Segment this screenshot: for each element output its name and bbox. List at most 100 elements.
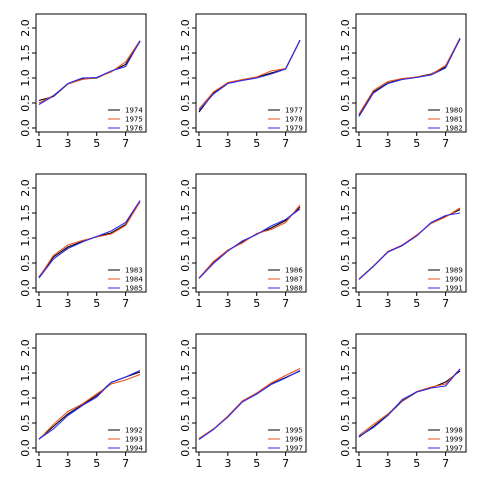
y-tick-label: 1.0 [339, 69, 352, 87]
legend-label: 1996 [285, 436, 303, 444]
plot-frame [195, 173, 307, 293]
y-tick-label: 0.0 [19, 279, 32, 297]
x-tick-label: 5 [253, 457, 260, 470]
y-tick-label: 1.0 [19, 69, 32, 87]
y-tick-label: 0.5 [19, 94, 32, 112]
x-tick-label: 3 [384, 297, 391, 310]
y-tick-label: 0.5 [179, 94, 192, 112]
legend-label: 1992 [125, 427, 143, 435]
x-tick-label: 3 [64, 137, 71, 150]
x-tick-label: 3 [64, 297, 71, 310]
y-tick-label: 0.5 [339, 254, 352, 272]
x-tick-label: 7 [442, 137, 449, 150]
x-tick-label: 7 [122, 297, 129, 310]
x-tick-label: 3 [224, 297, 231, 310]
legend-label: 1990 [445, 276, 463, 284]
x-tick-label: 3 [64, 457, 71, 470]
y-tick-label: 1.5 [339, 364, 352, 382]
x-tick-label: 5 [253, 137, 260, 150]
legend-label: 1995 [285, 427, 303, 435]
legend-label: 1981 [445, 116, 463, 124]
plot-frame [355, 13, 467, 133]
y-tick-label: 1.5 [19, 364, 32, 382]
x-tick-label: 7 [282, 137, 289, 150]
y-tick-label: 1.0 [19, 229, 32, 247]
legend-label: 1989 [445, 267, 463, 275]
legend-label: 1978 [285, 116, 303, 124]
x-tick-label: 5 [253, 297, 260, 310]
x-tick-label: 1 [36, 137, 43, 150]
legend-label: 1976 [125, 125, 143, 133]
x-tick-label: 5 [413, 297, 420, 310]
y-tick-label: 1.5 [19, 44, 32, 62]
y-tick-label: 1.0 [179, 389, 192, 407]
x-tick-label: 7 [122, 457, 129, 470]
x-tick-label: 7 [282, 297, 289, 310]
series-line-1 [38, 41, 141, 102]
legend-label: 1974 [125, 107, 143, 115]
legend-label: 1999 [445, 436, 463, 444]
series-line-3 [198, 208, 301, 279]
y-tick-label: 0.0 [339, 279, 352, 297]
x-tick-label: 1 [36, 297, 43, 310]
y-tick-label: 0.5 [179, 414, 192, 432]
y-tick-label: 0.0 [19, 119, 32, 137]
legend-label: 1982 [445, 125, 463, 133]
x-tick-label: 5 [93, 457, 100, 470]
series-line-2 [38, 40, 141, 104]
legend-label: 1977 [285, 107, 303, 115]
y-tick-label: 2.0 [179, 19, 192, 37]
legend-label: 1997 [285, 445, 303, 453]
legend-label: 1991 [445, 285, 463, 293]
legend-label: 1994 [125, 445, 143, 453]
legend-label: 1985 [125, 285, 143, 293]
x-tick-label: 3 [384, 457, 391, 470]
y-tick-label: 0.0 [179, 279, 192, 297]
plot-frame [35, 333, 147, 453]
legend-label: 1986 [285, 267, 303, 275]
y-tick-label: 1.0 [179, 229, 192, 247]
plot-frame [355, 173, 467, 293]
y-tick-label: 1.5 [179, 44, 192, 62]
series-line-3 [358, 212, 461, 280]
y-tick-label: 0.0 [339, 119, 352, 137]
y-tick-label: 2.0 [179, 179, 192, 197]
legend-label: 1983 [125, 267, 143, 275]
y-tick-label: 2.0 [19, 339, 32, 357]
y-tick-label: 1.5 [339, 44, 352, 62]
legend-label: 1979 [285, 125, 303, 133]
series-line-2 [358, 37, 461, 115]
series-line-3 [358, 368, 461, 437]
y-tick-label: 1.0 [179, 69, 192, 87]
x-tick-label: 3 [384, 137, 391, 150]
plot-frame [195, 333, 307, 453]
x-tick-label: 1 [356, 457, 363, 470]
series-line-3 [198, 39, 301, 111]
y-tick-label: 0.5 [19, 414, 32, 432]
series-line-3 [38, 369, 141, 440]
series-line-2 [198, 40, 301, 110]
legend-label: 1984 [125, 276, 143, 284]
y-tick-label: 0.5 [19, 254, 32, 272]
x-tick-label: 1 [196, 457, 203, 470]
series-line-3 [358, 38, 461, 117]
series-line-3 [198, 370, 301, 440]
y-tick-label: 1.5 [339, 204, 352, 222]
x-tick-label: 5 [93, 297, 100, 310]
x-tick-label: 5 [93, 137, 100, 150]
plot-frame [35, 173, 147, 293]
legend-label: 1998 [445, 427, 463, 435]
y-tick-label: 2.0 [339, 339, 352, 357]
y-tick-label: 0.0 [19, 439, 32, 457]
legend-label: 1987 [285, 276, 303, 284]
x-tick-label: 7 [442, 457, 449, 470]
